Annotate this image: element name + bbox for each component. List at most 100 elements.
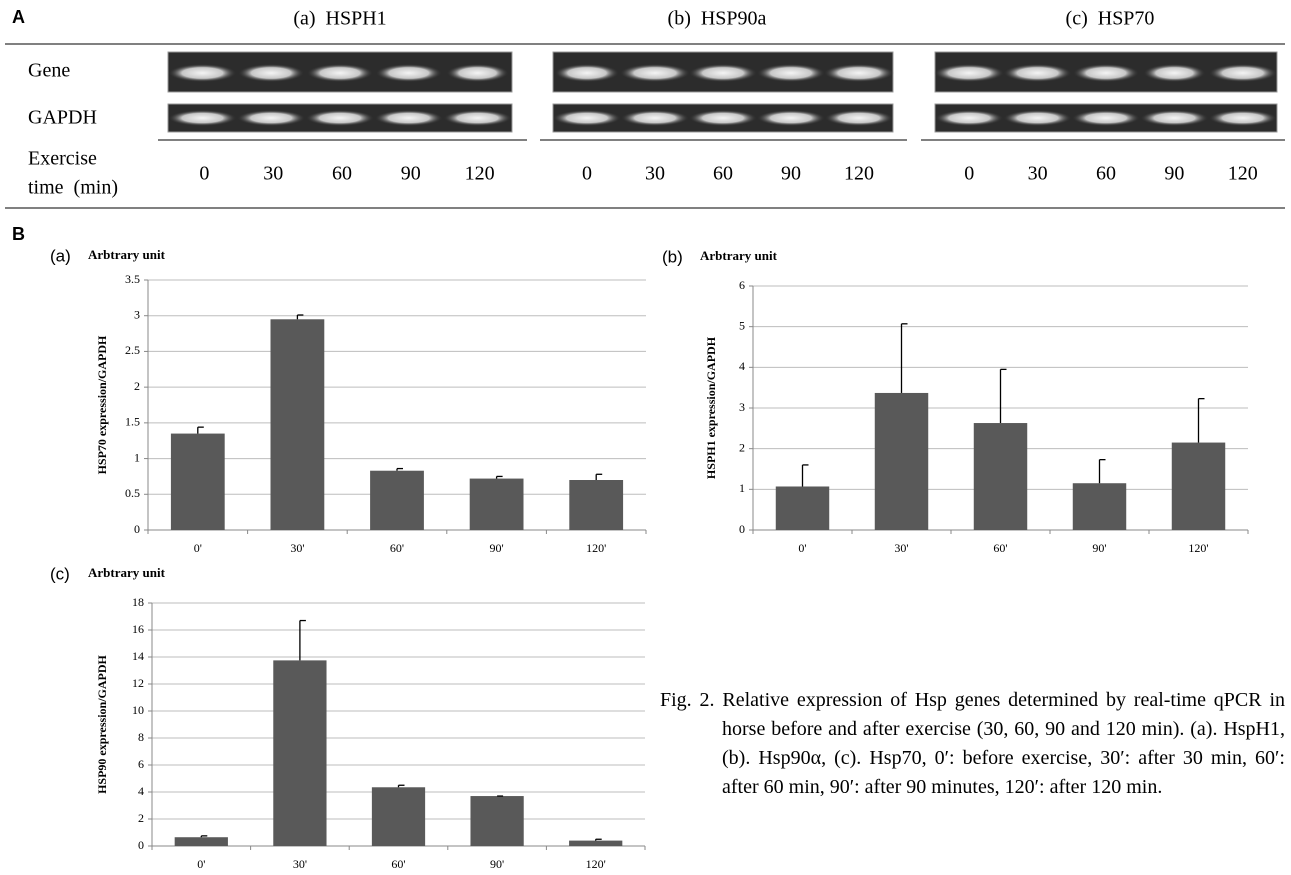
row-label: time (min)	[28, 177, 118, 199]
gel-band	[1004, 110, 1072, 126]
gel-band	[825, 110, 893, 126]
gel-band	[168, 64, 236, 82]
y-axis-title: HSPH1 expression/GAPDH	[704, 336, 718, 479]
group-title: (b) HSP90a	[668, 8, 767, 30]
page: AGeneGAPDHExercisetime (min)(a) HSPH1030…	[0, 0, 1291, 875]
time-label: 120	[1228, 163, 1258, 185]
error-bar	[803, 465, 809, 487]
gel-band	[553, 110, 621, 126]
error-bar	[902, 324, 908, 393]
gel-band	[376, 64, 442, 82]
bar	[569, 841, 622, 846]
gel-band	[555, 64, 619, 82]
y-tick-label: 2.5	[125, 343, 140, 357]
x-tick-label: 60'	[993, 541, 1007, 555]
y-tick-label: 2	[134, 379, 140, 393]
panel-label: B	[12, 224, 25, 244]
gel-band	[621, 110, 689, 126]
error-bar	[596, 474, 602, 480]
y-tick-label: 10	[132, 703, 144, 717]
time-label: 90	[781, 163, 801, 185]
panel-label: A	[12, 7, 25, 27]
gel-band	[689, 64, 757, 82]
panel-label: (c)	[50, 564, 70, 583]
y-tick-label: 3.5	[125, 272, 140, 286]
y-axis-title: HSP90 expression/GAPDH	[95, 654, 109, 793]
y-tick-label: 0	[739, 522, 745, 536]
gel-band	[1140, 110, 1208, 126]
y-tick-label: 3	[739, 400, 745, 414]
error-bar	[399, 785, 405, 787]
panel-label: (a)	[50, 246, 71, 265]
row-label: GAPDH	[28, 107, 97, 129]
error-bar	[297, 315, 303, 319]
unit-label: Arbtrary unit	[88, 247, 166, 262]
time-label: 90	[401, 163, 421, 185]
gel-band	[689, 110, 757, 126]
time-label: 30	[1028, 163, 1048, 185]
y-tick-label: 4	[138, 784, 144, 798]
x-tick-label: 60'	[391, 857, 405, 871]
gel-band	[1209, 110, 1277, 126]
y-tick-label: 16	[132, 622, 144, 636]
x-tick-label: 90'	[490, 857, 504, 871]
x-tick-label: 90'	[490, 541, 504, 555]
y-tick-label: 1	[739, 481, 745, 495]
time-label: 90	[1164, 163, 1184, 185]
group-title: (a) HSPH1	[293, 8, 386, 30]
bar	[470, 479, 524, 530]
gel-band	[307, 64, 373, 82]
time-label: 0	[964, 163, 974, 185]
gel-band	[1209, 64, 1277, 82]
y-tick-label: 5	[739, 318, 745, 332]
error-bar	[201, 836, 207, 837]
bar	[1172, 443, 1225, 530]
group-title: (c) HSP70	[1066, 8, 1155, 30]
y-tick-label: 8	[138, 730, 144, 744]
error-bar	[397, 469, 403, 471]
time-label: 60	[1096, 163, 1116, 185]
gel-band	[934, 64, 1004, 82]
gel-band	[757, 110, 825, 126]
y-tick-label: 14	[132, 649, 144, 663]
error-bar	[1199, 399, 1205, 443]
unit-label: Arbtrary unit	[700, 248, 778, 263]
gel-band	[238, 64, 304, 82]
x-tick-label: 120'	[1188, 541, 1208, 555]
x-tick-label: 90'	[1092, 541, 1106, 555]
bar	[372, 787, 425, 846]
gel-band	[447, 64, 509, 82]
x-tick-label: 30'	[894, 541, 908, 555]
caption: Fig. 2. Relative expression of Hsp genes…	[660, 686, 1285, 802]
x-tick-label: 0'	[194, 541, 202, 555]
x-tick-label: 120'	[586, 541, 606, 555]
time-label: 30	[645, 163, 665, 185]
gel-band	[306, 110, 374, 126]
bar	[271, 319, 325, 530]
gel-band	[1004, 64, 1072, 82]
panel-label: (b)	[662, 247, 683, 266]
y-tick-label: 1.5	[125, 415, 140, 429]
y-tick-label: 0	[134, 522, 140, 536]
gel-band	[824, 64, 894, 82]
y-tick-label: 2	[739, 440, 745, 454]
time-label: 120	[465, 163, 495, 185]
gel-band	[237, 110, 305, 126]
y-tick-label: 2	[138, 811, 144, 825]
y-tick-label: 18	[132, 595, 144, 609]
bar	[875, 393, 928, 530]
time-label: 60	[713, 163, 733, 185]
bar	[776, 486, 829, 530]
gel-band	[375, 110, 443, 126]
time-label: 0	[582, 163, 592, 185]
bar	[273, 660, 326, 846]
gel-band	[757, 64, 825, 82]
gel-band	[168, 110, 236, 126]
error-bar	[300, 621, 306, 661]
error-bar	[198, 427, 204, 433]
y-tick-label: 6	[138, 757, 144, 771]
time-label: 30	[263, 163, 283, 185]
gel-band	[620, 64, 690, 82]
y-tick-label: 0	[138, 838, 144, 852]
gel-band	[935, 110, 1003, 126]
